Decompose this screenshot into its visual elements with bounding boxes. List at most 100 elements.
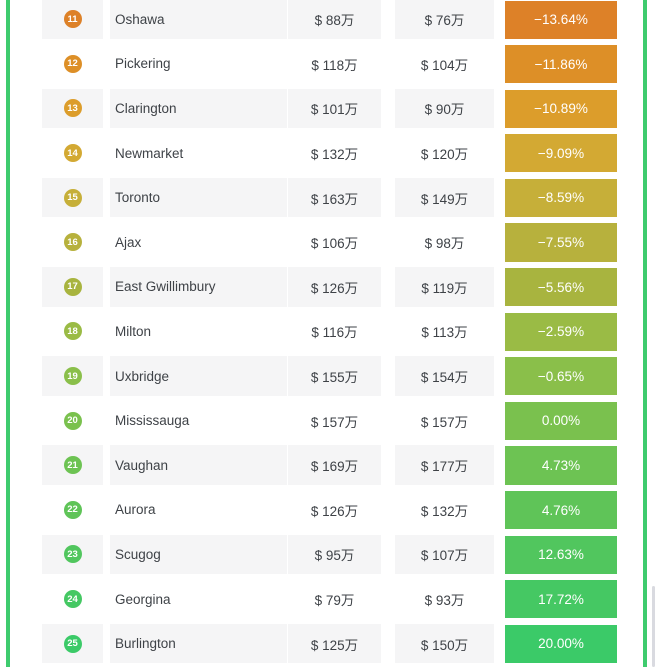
rank-cell: 15 bbox=[42, 177, 103, 218]
price-before-value: $ 101万 bbox=[310, 102, 359, 118]
price-after-cell: $ 157万 bbox=[395, 401, 494, 441]
table-row[interactable]: 16 Ajax $ 106万 $ 98万 −7.55% bbox=[42, 220, 620, 265]
rank-cell: 17 bbox=[42, 267, 103, 307]
rank-circle-badge: 20 bbox=[63, 411, 82, 430]
price-before-cell: $ 95万 bbox=[288, 534, 381, 575]
price-before-value: $ 155万 bbox=[310, 370, 359, 386]
price-before-value: $ 95万 bbox=[314, 548, 355, 564]
city-name-cell: Pickering bbox=[110, 44, 287, 84]
rank-circle-badge: 12 bbox=[63, 54, 82, 73]
rank-cell: 25 bbox=[42, 623, 103, 664]
table-row[interactable]: 11 Oshawa $ 88万 $ 76万 −13.64% bbox=[42, 0, 620, 42]
price-after-value: $ 98万 bbox=[424, 236, 465, 252]
rank-circle-badge: 18 bbox=[63, 322, 82, 341]
rank-circle-badge: 23 bbox=[63, 545, 82, 564]
city-name: Scugog bbox=[115, 546, 161, 562]
rank-circle-badge: 15 bbox=[63, 188, 82, 207]
price-before-value: $ 88万 bbox=[314, 13, 355, 29]
rank-cell: 12 bbox=[42, 44, 103, 84]
city-name: Oshawa bbox=[115, 11, 165, 27]
table-row[interactable]: 14 Newmarket $ 132万 $ 120万 −9.09% bbox=[42, 131, 620, 176]
change-percent-badge: 20.00% bbox=[505, 624, 617, 663]
rank-circle-badge: 24 bbox=[63, 590, 82, 609]
change-percent-badge: −2.59% bbox=[505, 312, 617, 351]
city-name-cell: Scugog bbox=[110, 534, 287, 575]
table-row[interactable]: 24 Georgina $ 79万 $ 93万 17.72% bbox=[42, 577, 620, 622]
city-name: Burlington bbox=[115, 636, 176, 652]
price-after-cell: $ 104万 bbox=[395, 44, 494, 84]
change-percent-value: −2.59% bbox=[537, 324, 585, 340]
change-percent-badge: −13.64% bbox=[505, 0, 617, 39]
price-after-value: $ 93万 bbox=[424, 593, 465, 609]
table-row[interactable]: 12 Pickering $ 118万 $ 104万 −11.86% bbox=[42, 42, 620, 87]
change-percent-badge: −5.56% bbox=[505, 268, 617, 307]
city-name: Vaughan bbox=[115, 457, 169, 473]
price-before-value: $ 126万 bbox=[310, 503, 359, 519]
city-price-ranking-table: 11 Oshawa $ 88万 $ 76万 −13.64% 12 Pickeri… bbox=[42, 0, 620, 666]
price-before-value: $ 169万 bbox=[310, 459, 359, 475]
rank-circle-badge: 25 bbox=[63, 634, 82, 653]
city-name-cell: Milton bbox=[110, 312, 287, 352]
price-after-value: $ 132万 bbox=[420, 503, 469, 519]
rank-cell: 14 bbox=[42, 133, 103, 173]
price-before-cell: $ 163万 bbox=[288, 177, 381, 218]
price-after-cell: $ 132万 bbox=[395, 490, 494, 530]
change-percent-value: −11.86% bbox=[534, 56, 588, 72]
change-percent-badge: −11.86% bbox=[505, 45, 617, 84]
table-row[interactable]: 21 Vaughan $ 169万 $ 177万 4.73% bbox=[42, 443, 620, 488]
rank-cell: 22 bbox=[42, 490, 103, 530]
rank-cell: 21 bbox=[42, 445, 103, 486]
green-border-left bbox=[6, 0, 10, 667]
table-row[interactable]: 23 Scugog $ 95万 $ 107万 12.63% bbox=[42, 533, 620, 578]
city-name: Aurora bbox=[115, 502, 156, 518]
price-before-value: $ 126万 bbox=[310, 280, 359, 296]
price-after-value: $ 76万 bbox=[424, 13, 465, 29]
price-after-value: $ 157万 bbox=[420, 414, 469, 430]
change-percent-badge: 4.73% bbox=[505, 446, 617, 485]
price-after-cell: $ 119万 bbox=[395, 267, 494, 307]
price-before-cell: $ 116万 bbox=[288, 312, 381, 352]
city-name: Ajax bbox=[115, 234, 142, 250]
rank-circle-badge: 16 bbox=[63, 233, 82, 252]
table-row[interactable]: 19 Uxbridge $ 155万 $ 154万 −0.65% bbox=[42, 354, 620, 399]
city-name: Toronto bbox=[115, 190, 161, 206]
change-percent-badge: −7.55% bbox=[505, 223, 617, 262]
change-percent-value: −8.59% bbox=[537, 190, 585, 206]
price-before-cell: $ 132万 bbox=[288, 133, 381, 173]
change-percent-value: −13.64% bbox=[534, 12, 588, 28]
table-row[interactable]: 17 East Gwillimbury $ 126万 $ 119万 −5.56% bbox=[42, 265, 620, 310]
price-after-cell: $ 177万 bbox=[395, 445, 494, 486]
price-after-cell: $ 113万 bbox=[395, 312, 494, 352]
price-after-value: $ 150万 bbox=[420, 637, 469, 653]
city-name: East Gwillimbury bbox=[115, 279, 216, 295]
city-name: Newmarket bbox=[115, 145, 184, 161]
city-name-cell: East Gwillimbury bbox=[110, 267, 287, 307]
price-after-value: $ 113万 bbox=[421, 325, 468, 341]
city-name-cell: Newmarket bbox=[110, 133, 287, 173]
rank-circle-badge: 19 bbox=[63, 367, 82, 386]
price-after-cell: $ 90万 bbox=[395, 88, 494, 129]
price-before-cell: $ 88万 bbox=[288, 0, 381, 40]
price-after-value: $ 104万 bbox=[420, 57, 469, 73]
price-before-value: $ 125万 bbox=[310, 637, 359, 653]
city-name-cell: Mississauga bbox=[110, 401, 287, 441]
table-row[interactable]: 13 Clarington $ 101万 $ 90万 −10.89% bbox=[42, 87, 620, 132]
rank-cell: 20 bbox=[42, 401, 103, 441]
table-row[interactable]: 25 Burlington $ 125万 $ 150万 20.00% bbox=[42, 622, 620, 667]
scrollbar-thumb[interactable] bbox=[652, 586, 655, 667]
price-before-cell: $ 118万 bbox=[288, 44, 381, 84]
table-row[interactable]: 20 Mississauga $ 157万 $ 157万 0.00% bbox=[42, 399, 620, 444]
price-after-value: $ 90万 bbox=[424, 102, 465, 118]
change-percent-value: −5.56% bbox=[537, 279, 585, 295]
table-row[interactable]: 18 Milton $ 116万 $ 113万 −2.59% bbox=[42, 310, 620, 355]
rank-circle-badge: 17 bbox=[63, 277, 82, 296]
rank-circle-badge: 21 bbox=[63, 456, 82, 475]
rank-cell: 24 bbox=[42, 579, 103, 619]
table-row[interactable]: 15 Toronto $ 163万 $ 149万 −8.59% bbox=[42, 176, 620, 221]
price-after-value: $ 119万 bbox=[421, 280, 468, 296]
table-row[interactable]: 22 Aurora $ 126万 $ 132万 4.76% bbox=[42, 488, 620, 533]
price-before-value: $ 163万 bbox=[310, 191, 359, 207]
change-percent-badge: 12.63% bbox=[505, 535, 617, 574]
change-percent-badge: −8.59% bbox=[505, 178, 617, 217]
city-name-cell: Toronto bbox=[110, 177, 287, 218]
